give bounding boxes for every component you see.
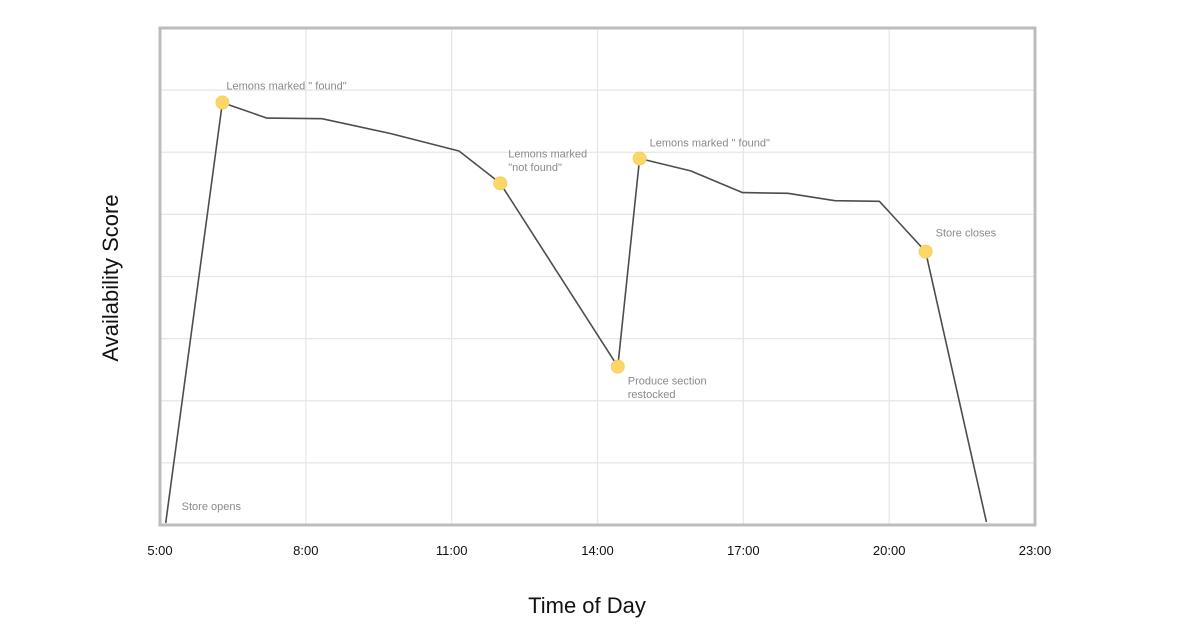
x-tick-label: 8:00: [293, 543, 318, 558]
x-tick-label: 14:00: [581, 543, 614, 558]
x-tick-label: 23:00: [1019, 543, 1052, 558]
x-tick-label: 20:00: [873, 543, 906, 558]
annotation-marker: [610, 359, 625, 374]
annotation-label: Lemons marked: [508, 148, 587, 160]
annotation-label: Store opens: [182, 501, 242, 513]
grid-layer: [160, 28, 1035, 525]
annotation-marker: [493, 176, 508, 191]
annotation-label: Lemons marked " found": [226, 81, 346, 93]
annotation-layer: Lemons marked " found" Lemons marked "not …: [182, 81, 997, 513]
x-tick-layer: 5:00 8:00 11:00 14:00 17:00 20:00 23:00: [147, 543, 1051, 558]
annotation-label: Store closes: [936, 228, 997, 240]
annotation-label: Produce section: [628, 376, 707, 388]
marker-layer: [215, 95, 933, 374]
annotation-marker: [632, 151, 647, 166]
annotation-marker: [918, 244, 933, 259]
x-axis-title: Time of Day: [528, 593, 646, 618]
annotation-label: "not found": [508, 162, 562, 174]
x-tick-label: 5:00: [147, 543, 172, 558]
annotation-label: Lemons marked " found": [650, 137, 770, 149]
plot-frame: [158, 26, 1037, 527]
series-line: [164, 101, 988, 524]
x-tick-label: 17:00: [727, 543, 760, 558]
y-axis-title: Availability Score: [98, 194, 123, 361]
annotation-marker: [215, 95, 230, 110]
annotation-label: restocked: [628, 389, 676, 401]
x-tick-label: 11:00: [436, 543, 468, 558]
